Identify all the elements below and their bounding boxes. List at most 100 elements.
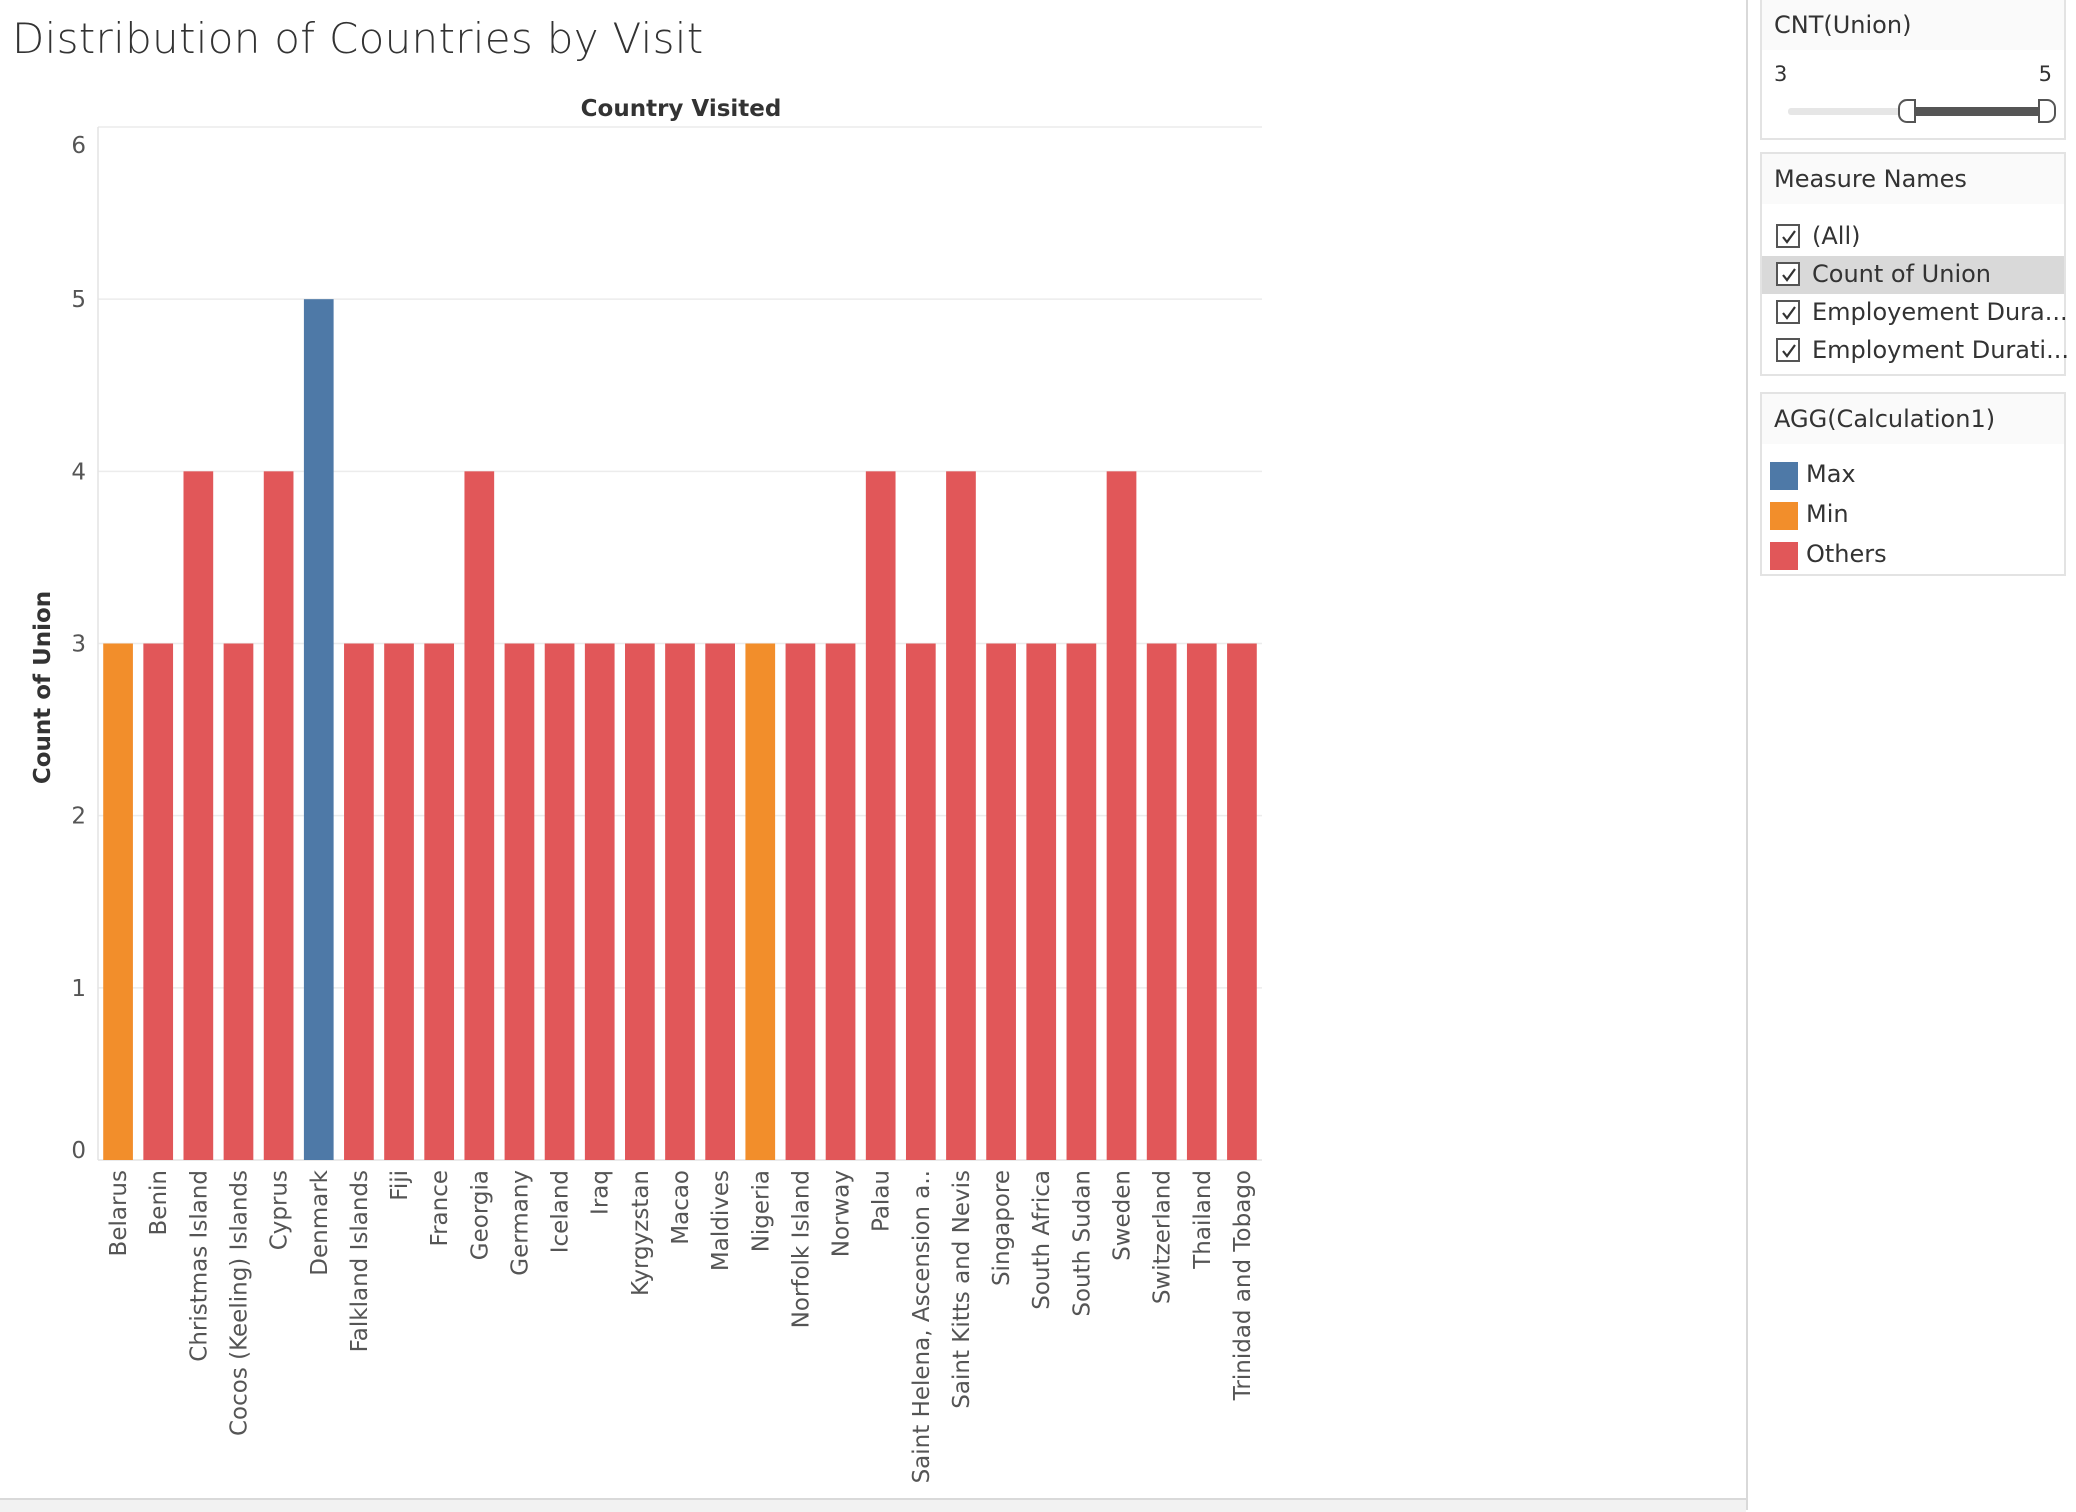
x-tick-label: Georgia	[467, 1170, 493, 1260]
slider-range-fill	[1907, 107, 2047, 116]
bar	[384, 643, 414, 1160]
bar-chart: 0 1 2 3 4 5 6 Country Visited Count of Union Bela…	[30, 96, 1262, 1483]
checkbox-checked-icon[interactable]	[1776, 224, 1800, 248]
measure-item-employement-duration[interactable]: Employement Dura...	[1762, 294, 2068, 332]
x-tick-label: France	[427, 1170, 453, 1246]
chart-title: Distribution of Countries by Visit	[12, 14, 704, 63]
x-tick-label: Kyrgyzstan	[628, 1170, 654, 1296]
slider-handle-min[interactable]	[1898, 99, 1916, 123]
bar	[986, 643, 1016, 1160]
bar	[946, 471, 976, 1160]
y-tick-label: 0	[71, 1138, 86, 1164]
x-tick-label: Trinidad and Tobago	[1230, 1170, 1256, 1401]
bar	[223, 643, 254, 1160]
legend-swatch	[1770, 462, 1798, 490]
bar	[1026, 643, 1057, 1160]
legend-swatch	[1770, 542, 1798, 570]
y-tick-label: 5	[71, 287, 86, 313]
legend-item-max[interactable]: Max	[1762, 456, 2064, 494]
y-tick-label: 2	[71, 804, 86, 830]
x-tick-label: Benin	[146, 1170, 172, 1235]
y-tick-label: 4	[71, 459, 86, 485]
measure-item-label: Count of Union	[1812, 260, 1992, 288]
checkbox-checked-icon[interactable]	[1776, 262, 1800, 286]
bar	[464, 471, 495, 1160]
x-tick-label: Cocos (Keeling) Islands	[226, 1170, 252, 1436]
legend-item-min[interactable]: Min	[1762, 496, 2064, 534]
checkbox-checked-icon[interactable]	[1776, 338, 1800, 362]
bar	[1066, 643, 1097, 1160]
x-tick-label: Saint Helena, Ascension a..	[909, 1170, 935, 1483]
measure-item-all[interactable]: (All)	[1762, 218, 2064, 256]
x-tick-label: Saint Kitts and Nevis	[949, 1170, 975, 1409]
y-tick-label: 3	[71, 632, 86, 658]
legend-item-label: Min	[1806, 500, 1849, 528]
bar	[705, 643, 735, 1160]
bar	[1227, 643, 1257, 1160]
x-tick-label: Palau	[869, 1170, 895, 1232]
legend-item-others[interactable]: Others	[1762, 536, 2064, 574]
x-tick-label: Switzerland	[1150, 1170, 1176, 1304]
color-legend-title: AGG(Calculation1)	[1762, 394, 2064, 444]
panel-divider	[1746, 0, 1748, 1510]
x-tick-label: Iceland	[548, 1170, 574, 1253]
x-tick-label: Christmas Island	[186, 1170, 212, 1362]
bottom-scroll-area	[0, 1498, 1746, 1512]
bar	[865, 471, 896, 1160]
bar	[665, 643, 695, 1160]
column-header: Country Visited	[581, 96, 782, 122]
measure-item-label: Employement Dura...	[1812, 298, 2068, 326]
x-tick-label: Nigeria	[748, 1170, 774, 1252]
bar	[745, 643, 776, 1160]
bar	[1106, 471, 1137, 1160]
legend-item-label: Max	[1806, 460, 1856, 488]
bar	[905, 643, 936, 1160]
measure-item-employment-duration[interactable]: Employment Durati...	[1762, 332, 2069, 370]
bar	[1186, 643, 1217, 1160]
x-tick-label: South Africa	[1029, 1170, 1055, 1310]
bar	[625, 643, 655, 1160]
x-tick-label: Singapore	[989, 1170, 1015, 1286]
x-tick-label: Thailand	[1190, 1170, 1216, 1270]
x-tick-label: Falkland Islands	[347, 1170, 373, 1352]
y-tick-label: 6	[71, 133, 86, 159]
legend-item-label: Others	[1806, 540, 1887, 568]
slider-max-value: 5	[2038, 62, 2052, 86]
x-tick-label: Denmark	[307, 1169, 333, 1275]
bar	[303, 299, 334, 1161]
bar	[584, 643, 615, 1160]
bar	[825, 643, 856, 1160]
x-tick-label: Fiji	[387, 1170, 413, 1201]
x-tick-label: South Sudan	[1069, 1170, 1095, 1317]
x-tick-label: Iraq	[588, 1170, 614, 1215]
measure-names-filter: Measure Names (All) Count of Union Emplo…	[1760, 152, 2069, 376]
slider-handle-max[interactable]	[2038, 99, 2056, 123]
x-tick-label: Cyprus	[267, 1170, 293, 1250]
y-axis-label: Count of Union	[30, 591, 56, 784]
legend-swatch	[1770, 502, 1798, 530]
bar	[1146, 643, 1177, 1160]
x-tick-label: Norway	[829, 1170, 855, 1257]
measure-item-label: Employment Durati...	[1812, 336, 2069, 364]
x-tick-label: Sweden	[1110, 1170, 1136, 1261]
cnt-union-filter: CNT(Union) 3 5	[1760, 0, 2066, 140]
bar	[103, 643, 133, 1160]
measure-item-label: (All)	[1812, 222, 1861, 250]
x-tick-label: Germany	[507, 1170, 533, 1276]
checkbox-checked-icon[interactable]	[1776, 300, 1800, 324]
x-tick-label: Belarus	[106, 1170, 132, 1256]
y-tick-label: 1	[71, 976, 86, 1002]
bar	[504, 643, 535, 1160]
bar	[143, 643, 174, 1160]
bar	[263, 471, 294, 1160]
bar	[344, 643, 374, 1160]
color-legend: AGG(Calculation1) Max Min Others	[1760, 392, 2066, 576]
x-tick-label: Macao	[668, 1170, 694, 1245]
x-tick-label: Norfolk Island	[788, 1170, 814, 1328]
measure-names-title: Measure Names	[1762, 154, 2064, 204]
x-tick-label: Maldives	[708, 1170, 734, 1271]
bar	[785, 643, 816, 1160]
slider-min-value: 3	[1774, 62, 1788, 86]
measure-item-count-of-union[interactable]: Count of Union	[1762, 256, 2064, 294]
cnt-union-filter-title: CNT(Union)	[1762, 0, 2064, 50]
